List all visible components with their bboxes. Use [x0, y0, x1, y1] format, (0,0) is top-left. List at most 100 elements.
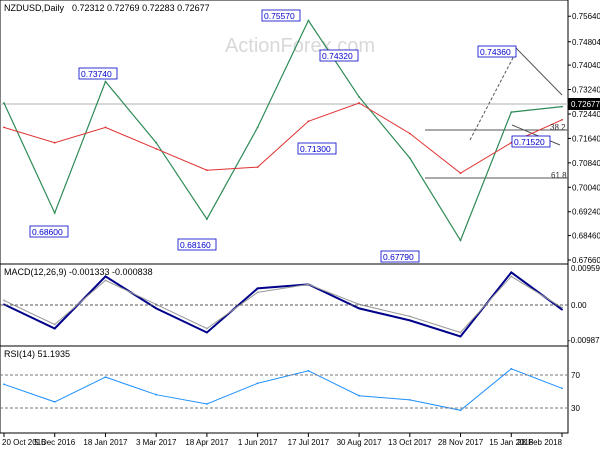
- price-tick-label: 0.71640: [572, 134, 600, 143]
- price-annotation-box: [78, 67, 118, 80]
- price-annotation-label: 0.75570: [264, 11, 295, 21]
- macd-point-0-1: [53, 327, 56, 330]
- fib-level-label: 61.8: [551, 171, 567, 180]
- price-point-0-2: [104, 80, 107, 83]
- current-price-tag: [568, 98, 600, 110]
- price-annotation-label: 0.68160: [180, 240, 211, 250]
- x-axis-label: 15 Jan 2018: [489, 438, 534, 447]
- price-point-1-3: [155, 147, 158, 150]
- macd-point-1-0: [3, 299, 5, 302]
- price-point-1-7: [358, 102, 360, 104]
- price-annotation-box: [261, 9, 301, 22]
- macd-tick-zero: 0.00: [571, 301, 587, 310]
- x-axis-label: 20 Oct 2016: [2, 438, 46, 447]
- annotation-group: 0.74360 0.68600 0.73740 0.68160 0.75570 0.713…: [29, 9, 567, 263]
- price-tick-label: 0.72440: [572, 110, 600, 119]
- rsi-point-0-0: [3, 383, 5, 386]
- price-point-0-8: [408, 157, 411, 159]
- price-annotation-label: 0.73740: [81, 69, 112, 79]
- price-tick-label: 0.70040: [572, 183, 600, 192]
- rsi-point-0-3: [155, 393, 158, 396]
- price-series-group: [3, 19, 563, 242]
- price-point-0-1: [53, 212, 56, 214]
- rsi-point-0-8: [408, 399, 411, 401]
- macd-point-0-8: [408, 319, 411, 322]
- price-point-0-0: [3, 102, 5, 104]
- price-annotation-box: [29, 225, 69, 238]
- x-axis-label: 18 Apr 2017: [185, 438, 229, 447]
- macd-point-1-2: [104, 279, 107, 282]
- rsi-point-0-9: [459, 409, 462, 412]
- price-panel-frame: [0, 0, 569, 265]
- fib-level-label: 38.2: [550, 123, 566, 132]
- macd-point-0-3: [155, 307, 158, 310]
- rsi-panel-frame: [0, 345, 569, 434]
- rsi-point-0-2: [104, 376, 107, 378]
- macd-point-0-4: [206, 331, 208, 334]
- macd-point-0-2: [104, 275, 107, 278]
- macd-point-1-11: [561, 306, 563, 309]
- price-annotation-box: [380, 250, 420, 263]
- macd-point-0-11: [561, 308, 563, 311]
- macd-tick-bottom: -0.009879: [568, 336, 600, 345]
- rsi-point-0-10: [510, 367, 513, 370]
- price-point-0-7: [358, 96, 360, 98]
- price-point-1-6: [307, 120, 310, 123]
- rsi-point-0-11: [561, 387, 563, 390]
- price-tick-label: 0.68460: [572, 232, 600, 241]
- price-point-1-8: [408, 132, 411, 135]
- macd-point-1-4: [206, 327, 208, 330]
- price-point-0-10: [510, 111, 513, 113]
- x-axis-label: 13 Oct 2017: [388, 438, 432, 447]
- price-annotation-label: 0.68600: [32, 227, 63, 237]
- price-point-0-6: [307, 19, 310, 22]
- price-axis: 0.75640 0.74804 0.74040 0.73240 0.72440 0.716…: [568, 12, 600, 265]
- price-point-0-11: [561, 105, 563, 108]
- price-series-line-1: [3, 102, 563, 174]
- x-axis-label: 17 Jul 2017: [288, 438, 330, 447]
- price-annotation-box: [511, 135, 551, 148]
- price-annotation-box: [319, 49, 359, 62]
- price-point-1-2: [104, 126, 107, 129]
- rsi-point-0-6: [307, 369, 310, 372]
- price-point-1-0: [3, 126, 5, 129]
- x-axis-label: 28 Nov 2017: [438, 438, 484, 447]
- price-point-1-4: [206, 169, 208, 172]
- price-annotation-box: [297, 142, 337, 155]
- macd-series-line-1: [3, 275, 563, 334]
- rsi-point-0-5: [256, 382, 259, 385]
- trend-line-dashed: [469, 51, 517, 141]
- price-tick-label: 0.75640: [572, 12, 600, 21]
- price-annotation-label: 0.71520: [514, 137, 545, 147]
- rsi-label: RSI(14) 51.1935: [4, 349, 70, 359]
- price-annotation-box: [177, 238, 217, 251]
- price-tick-label: 0.69240: [572, 208, 600, 217]
- macd-panel-frame: [0, 263, 569, 347]
- channel-upper: [515, 47, 563, 96]
- macd-point-1-9: [459, 331, 462, 334]
- macd-point-1-6: [307, 283, 310, 286]
- macd-series-group: [3, 271, 563, 338]
- price-annotation-label: 0.74320: [322, 51, 353, 61]
- symbol-label: NZDUSD,Daily: [4, 3, 65, 13]
- price-tick-label: 0.74040: [572, 61, 600, 70]
- macd-point-0-10: [510, 271, 513, 274]
- macd-label: MACD(12,26,9) -0.001333 -0.000838: [4, 267, 153, 277]
- macd-point-0-0: [3, 303, 5, 306]
- price-point-1-9: [459, 172, 462, 175]
- rsi-series-group: [3, 367, 563, 412]
- rsi-tick-30: 30: [571, 404, 580, 413]
- macd-point-0-5: [256, 287, 259, 290]
- x-axis-label: 3 Mar 2017: [136, 438, 177, 447]
- price-tick-label: 0.70840: [572, 159, 600, 168]
- macd-point-1-1: [53, 323, 56, 326]
- x-axis-label: 5 Dec 2016: [34, 438, 75, 447]
- price-tick-label: 0.73240: [572, 86, 600, 95]
- rsi-tick-70: 70: [571, 371, 580, 380]
- macd-point-1-5: [256, 291, 259, 294]
- rsi-point-0-7: [358, 394, 360, 397]
- macd-tick-top: 0.009591: [571, 264, 600, 273]
